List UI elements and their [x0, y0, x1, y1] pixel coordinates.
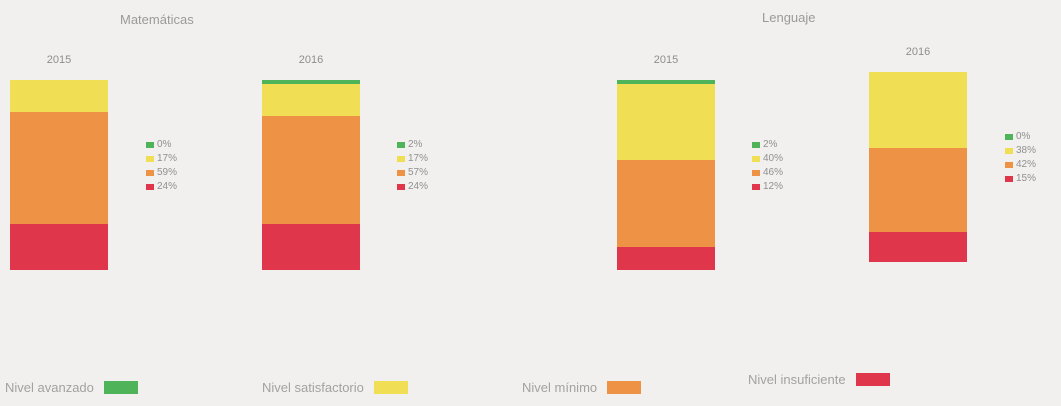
percent-label: 15% [1016, 173, 1037, 184]
percent-label-row: 38% [1005, 144, 1036, 158]
percent-swatch [146, 170, 154, 176]
group-title: Matemáticas [120, 12, 194, 27]
percent-label-row: 24% [397, 180, 428, 194]
bar-segment-nivel-satisfactorio [869, 72, 967, 148]
group-title: Lenguaje [762, 10, 816, 25]
percent-labels: 2% 40% 46% 12% [752, 138, 783, 194]
percent-swatch [397, 170, 405, 176]
percent-labels: 0% 17% 59% 24% [146, 138, 177, 194]
percent-label: 59% [157, 167, 178, 178]
legend-label: Nivel mínimo [522, 380, 598, 395]
legend-swatch [103, 381, 138, 394]
percent-label: 2% [408, 139, 423, 150]
bar-segment-nivel-insuficiente [262, 224, 360, 270]
percent-swatch [397, 184, 405, 190]
percent-swatch [752, 184, 760, 190]
percent-label: 17% [157, 153, 178, 164]
percent-swatch [752, 156, 760, 162]
bar-segment-nivel-minimo [10, 112, 108, 225]
percent-label: 46% [763, 167, 784, 178]
percent-label-row: 17% [146, 152, 177, 166]
percent-swatch [1005, 176, 1013, 182]
percent-label: 12% [763, 181, 784, 192]
percent-label: 24% [157, 181, 178, 192]
bar-segment-nivel-minimo [262, 116, 360, 225]
percent-swatch [1005, 148, 1013, 154]
bar-segment-nivel-insuficiente [869, 232, 967, 262]
bar-segment-nivel-satisfactorio [617, 83, 715, 160]
legend-label: Nivel avanzado [5, 380, 94, 395]
percent-label: 57% [408, 167, 429, 178]
legend-swatch [607, 381, 642, 394]
percent-label-row: 12% [752, 180, 783, 194]
bar-segment-nivel-minimo [617, 159, 715, 248]
percent-label-row: 46% [752, 166, 783, 180]
bar-segment-nivel-avanzado [617, 80, 715, 84]
legend-label: Nivel insuficiente [748, 372, 846, 387]
bar-year-label: 2016 [298, 54, 324, 66]
bar-year-label: 2015 [46, 54, 72, 66]
percent-label-row: 15% [1005, 172, 1036, 186]
legend-item: Nivel mínimo [522, 380, 642, 395]
percent-label-row: 0% [1005, 130, 1036, 144]
percent-label-row: 59% [146, 166, 177, 180]
percent-label: 17% [408, 153, 429, 164]
percent-swatch [752, 170, 760, 176]
legend-item: Nivel satisfactorio [262, 380, 408, 395]
percent-label-row: 0% [146, 138, 177, 152]
percent-label: 38% [1016, 145, 1037, 156]
legend-swatch [373, 381, 408, 394]
stacked-bar [617, 80, 715, 270]
bar-segment-nivel-insuficiente [617, 247, 715, 270]
percent-label-row: 17% [397, 152, 428, 166]
legend-item: Nivel avanzado [5, 380, 138, 395]
percent-swatch [146, 184, 154, 190]
stacked-bar [262, 80, 360, 270]
percent-swatch [752, 142, 760, 148]
percent-label: 0% [1016, 131, 1031, 142]
percent-swatch [1005, 162, 1013, 168]
percent-swatch [146, 142, 154, 148]
percent-label-row: 2% [752, 138, 783, 152]
bar-segment-nivel-avanzado [262, 80, 360, 84]
bar-segment-nivel-satisfactorio [10, 80, 108, 113]
stacked-bar [10, 80, 108, 270]
percent-label-row: 42% [1005, 158, 1036, 172]
percent-label: 40% [763, 153, 784, 164]
legend-label: Nivel satisfactorio [262, 380, 364, 395]
percent-label-row: 24% [146, 180, 177, 194]
percent-label-row: 40% [752, 152, 783, 166]
stacked-bar [869, 72, 967, 262]
percent-labels: 0% 38% 42% 15% [1005, 130, 1036, 186]
percent-swatch [397, 156, 405, 162]
chart-legend: Nivel avanzado Nivel satisfactorio Nivel m… [0, 372, 1061, 406]
percent-swatch [397, 142, 405, 148]
bar-year-label: 2016 [905, 46, 931, 58]
bar-segment-nivel-insuficiente [10, 224, 108, 270]
bar-segment-nivel-minimo [869, 148, 967, 232]
percent-label-row: 57% [397, 166, 428, 180]
percent-label: 0% [157, 139, 172, 150]
percent-label: 42% [1016, 159, 1037, 170]
legend-swatch [855, 373, 890, 386]
percent-label: 2% [763, 139, 778, 150]
bar-year-label: 2015 [653, 54, 679, 66]
percent-swatch [1005, 134, 1013, 140]
bar-segment-nivel-satisfactorio [262, 83, 360, 117]
percent-labels: 2% 17% 57% 24% [397, 138, 428, 194]
legend-item: Nivel insuficiente [748, 372, 890, 387]
percent-swatch [146, 156, 154, 162]
percent-label-row: 2% [397, 138, 428, 152]
percent-label: 24% [408, 181, 429, 192]
